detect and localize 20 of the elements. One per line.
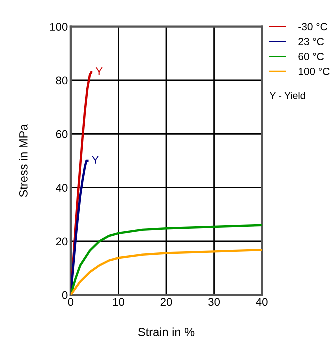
y-tick-label: 80 (56, 76, 68, 85)
annotation: Y (96, 68, 103, 76)
legend-label: -30 °C (298, 23, 328, 31)
x-tick-label: 40 (256, 298, 268, 306)
x-tick-label: 10 (113, 298, 124, 306)
y-tick-label: 60 (56, 130, 68, 138)
x-tick-label: 20 (160, 298, 172, 306)
y-tick-label: 40 (56, 184, 68, 192)
y-axis-title: Stress in MPa (19, 124, 28, 198)
x-axis-title: Strain in % (138, 328, 195, 336)
y-tick-label: 20 (56, 238, 68, 246)
x-tick-label: 0 (68, 298, 74, 306)
text: Y - Yield (270, 92, 306, 100)
legend-label: 60 °C (298, 53, 324, 60)
legend-label: 100 °C (298, 68, 330, 76)
y-tick-label: 0 (62, 291, 68, 300)
y-tick-label: 100 (50, 23, 68, 31)
legend-label: 23 °C (298, 38, 324, 46)
annotation: Y (92, 156, 99, 164)
x-tick-label: 30 (208, 298, 220, 306)
